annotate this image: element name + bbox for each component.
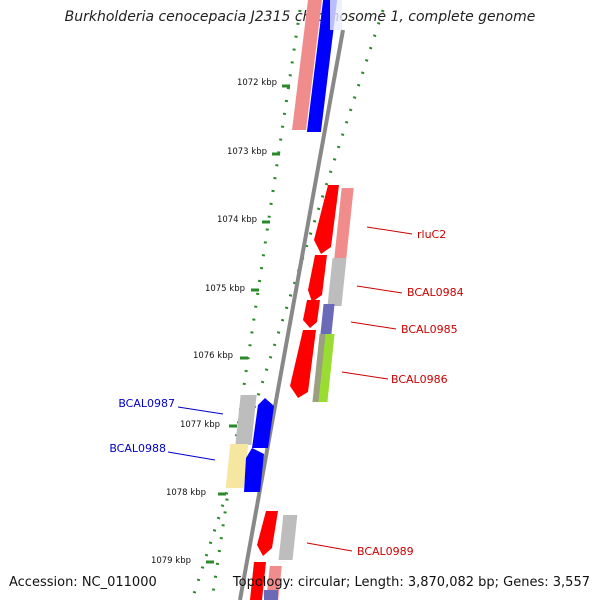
cds-top-blue [306,0,338,132]
gene-label-rluc2: rluC2 [417,228,446,241]
gene-label-bcal0988: BCAL0988 [109,442,166,455]
gene-label-bcal0987: BCAL0987 [118,397,175,410]
accession-text: Accession: NC_011000 [9,575,157,590]
cds-bcal0989-gray [278,515,298,560]
cds-top-pink [292,0,322,130]
scale-label-1072: 1072 kbp [237,78,277,88]
leader-bcal0984 [356,285,403,294]
cds-bcal0985-red [303,300,320,328]
cds-bcal0987-gray [235,395,257,445]
backbone-line [238,29,345,600]
leader-bcal0987 [177,406,224,415]
cds-bottom-red [250,562,266,600]
leader-bcal0985 [350,321,397,330]
cds-rluc2-red [314,185,339,254]
cds-bcal0986-green [318,334,335,402]
cds-bcal0986-red [290,330,316,398]
cds-bcal0988-blue [244,448,264,492]
cds-bcal0988-cream [225,444,249,488]
scale-label-1078: 1078 kbp [166,488,206,498]
cds-bcal0984-gray [327,258,347,306]
leader-bcal0986 [341,371,389,380]
cds-bcal0985-purple [320,304,335,334]
label-leaders [167,226,413,552]
scale-label-1074: 1074 kbp [217,215,257,225]
scale-label-1077: 1077 kbp [180,420,220,430]
gene-label-bcal0985: BCAL0985 [401,323,458,336]
scale-label-1073: 1073 kbp [227,147,267,157]
scale-rail-outer [190,9,385,600]
genome-summary-text: Topology: circular; Length: 3,870,082 bp… [232,575,590,590]
cds-bcal0984-red [308,255,327,302]
leader-bcal0989 [306,542,353,552]
cds-rluc2-pink [334,188,354,258]
cds-bcal0987-blue [252,398,274,448]
gene-label-bcal0984: BCAL0984 [407,286,464,299]
map-title: Burkholderia cenocepacia J2315 chromosom… [64,9,536,25]
scale-ticks: 1072 kbp 1073 kbp 1074 kbp 1075 kbp 1076… [151,78,290,566]
scale-label-1076: 1076 kbp [193,351,233,361]
cds-bcal0989-red [257,511,278,556]
leader-rluc2 [366,226,413,235]
cds-bottom-purple [264,590,278,600]
leader-bcal0988 [167,451,216,461]
gene-label-bcal0986: BCAL0986 [391,373,448,386]
scale-label-1079: 1079 kbp [151,556,191,566]
scale-label-1075: 1075 kbp [205,284,245,294]
cds-top-white [330,0,342,30]
gene-label-bcal0989: BCAL0989 [357,545,414,558]
